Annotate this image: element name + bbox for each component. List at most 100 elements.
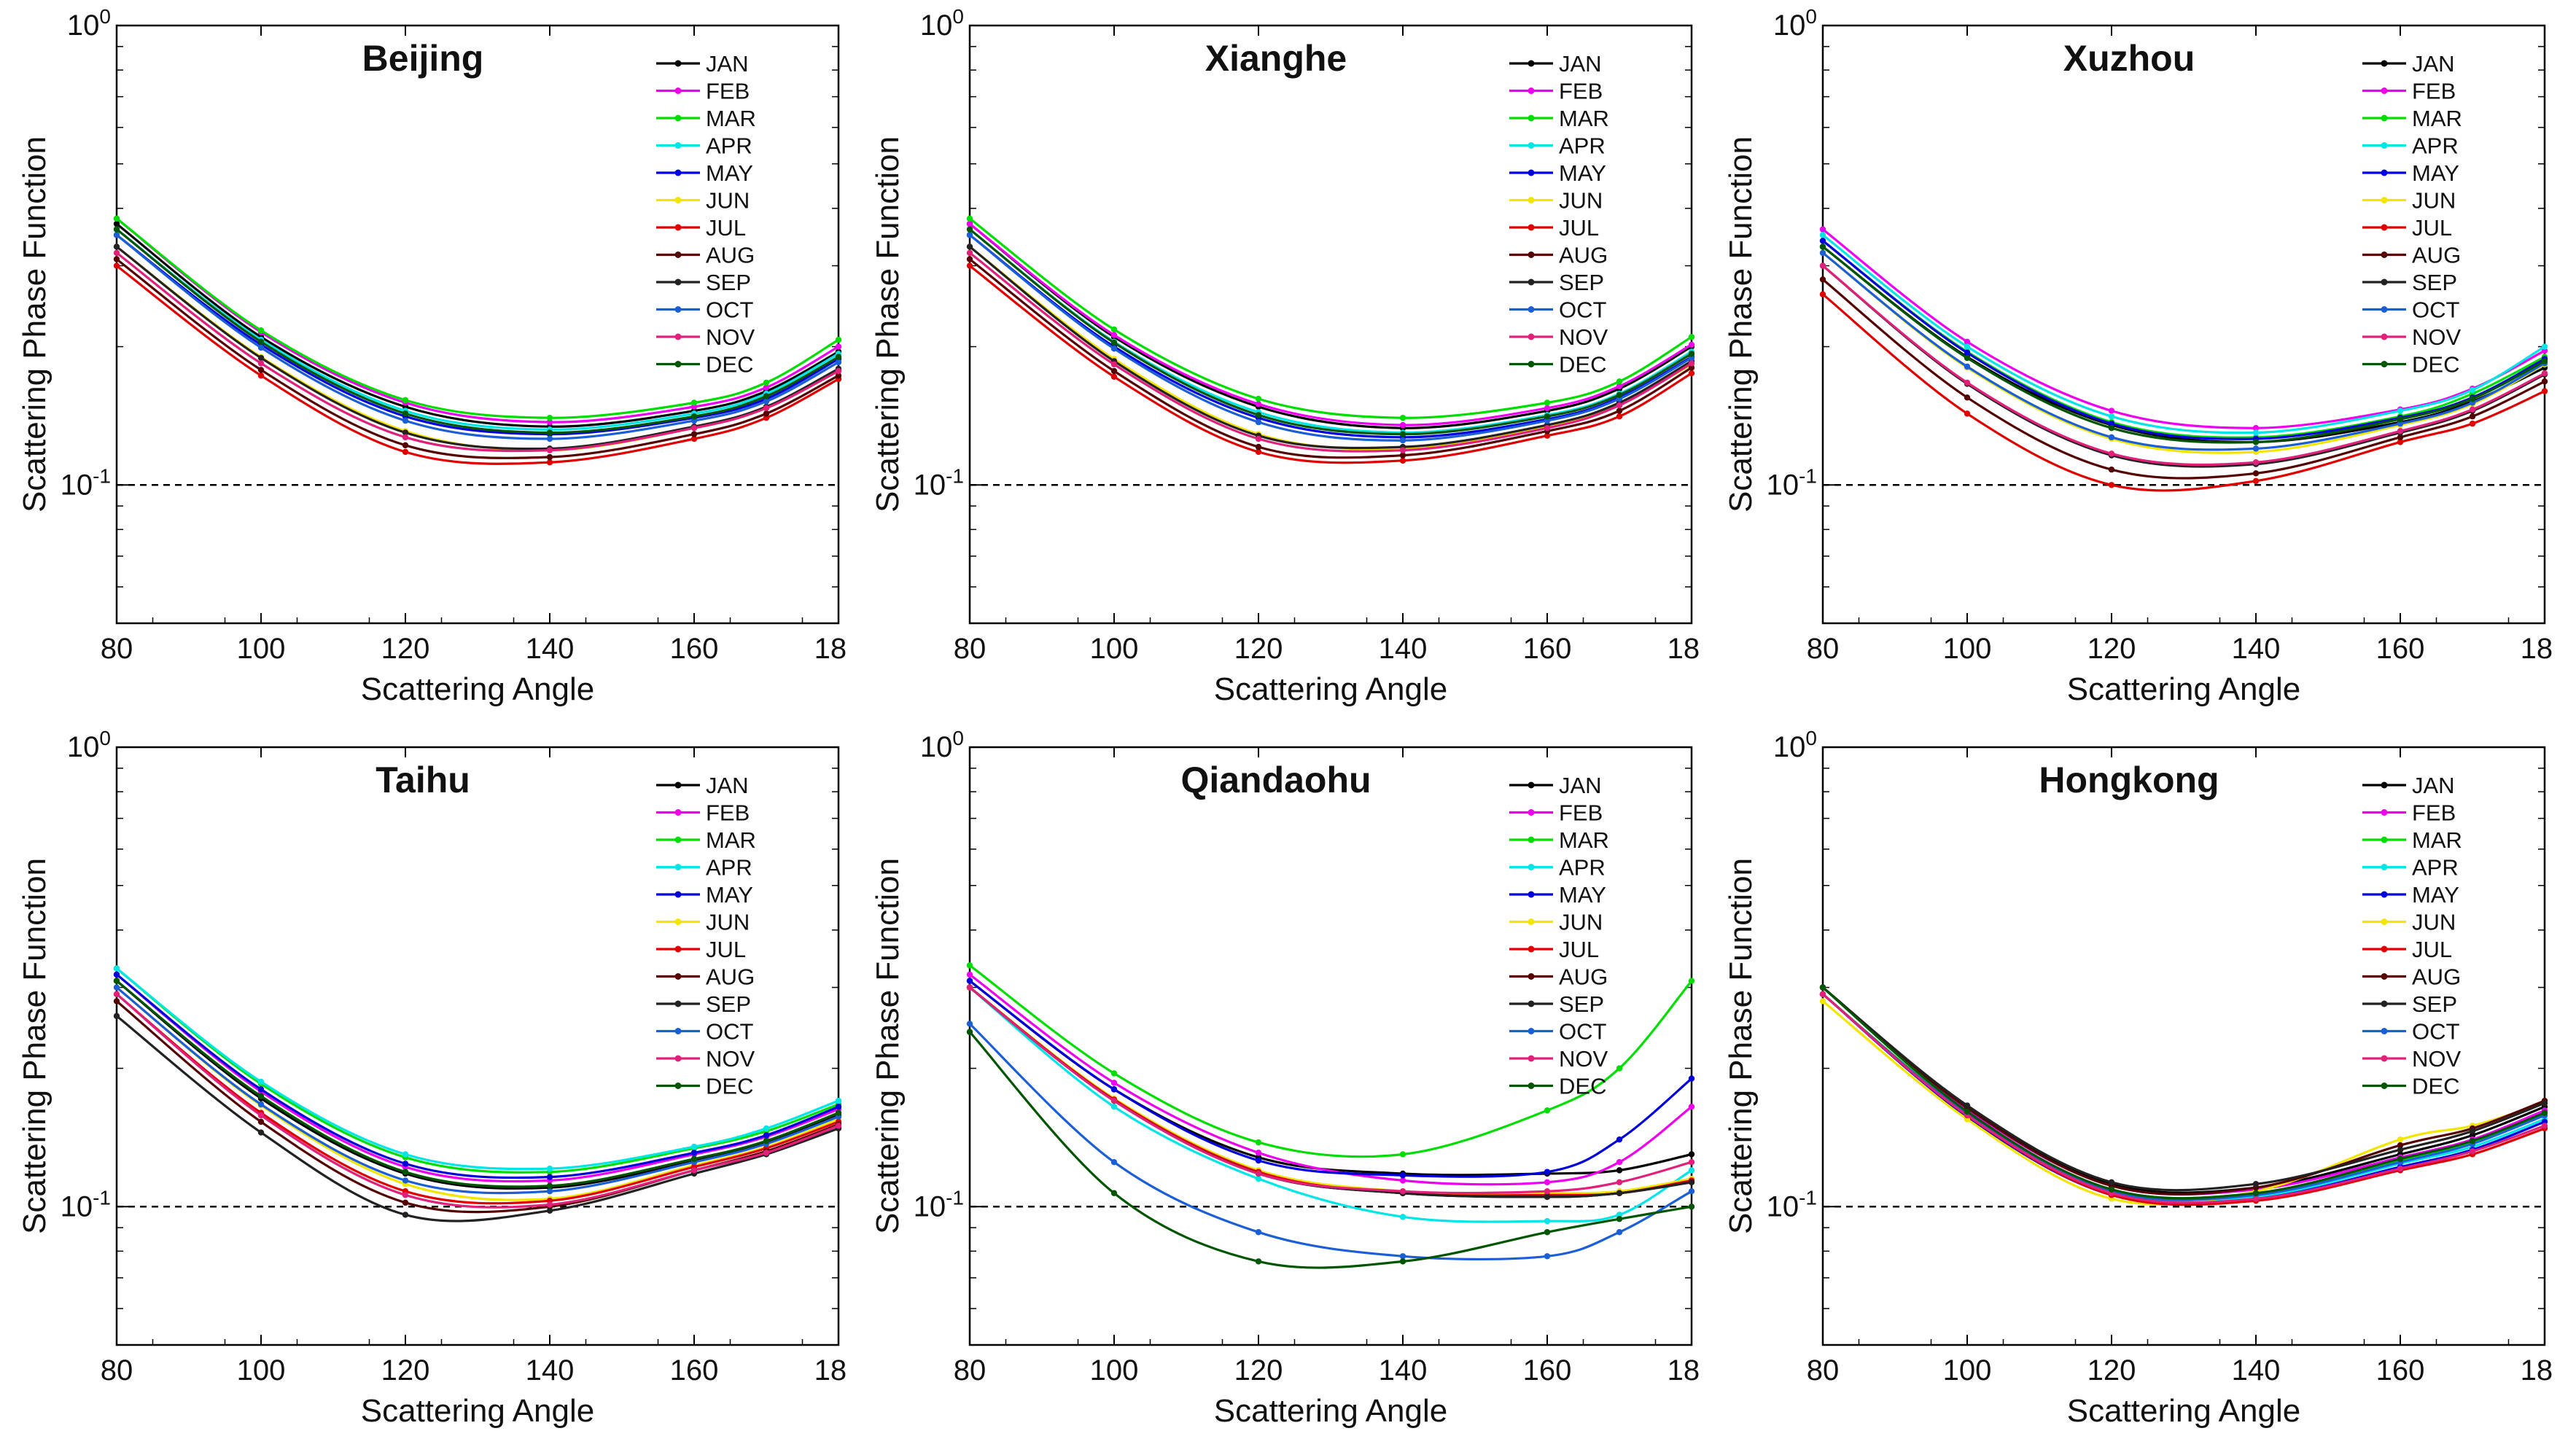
- data-point: [1544, 1253, 1551, 1260]
- x-tick-label: 100: [1943, 1354, 1992, 1386]
- legend-label: OCT: [706, 297, 754, 323]
- data-point: [1255, 412, 1262, 418]
- data-point: [1964, 343, 1971, 350]
- legend-label: JUN: [706, 188, 750, 214]
- data-point: [1255, 1175, 1262, 1182]
- data-point: [1688, 1179, 1695, 1186]
- data-point: [763, 1137, 770, 1144]
- data-point: [113, 971, 120, 978]
- legend-marker: [674, 891, 682, 898]
- data-point: [1110, 1190, 1118, 1196]
- legend-label: MAR: [2412, 827, 2462, 853]
- data-point: [257, 1093, 265, 1099]
- x-axis-label: Scattering Angle: [1214, 671, 1447, 707]
- data-point: [835, 1123, 842, 1129]
- legend-label: MAR: [2412, 106, 2462, 131]
- data-point: [1688, 364, 1695, 371]
- legend-label: JUL: [706, 937, 746, 962]
- series-line-may: [969, 234, 1692, 439]
- data-point: [1110, 1070, 1118, 1077]
- legend-marker: [674, 836, 682, 843]
- series-line-nov: [969, 986, 1692, 1195]
- legend-label: SEP: [1559, 991, 1604, 1017]
- legend-label: OCT: [1559, 1019, 1607, 1045]
- data-point: [402, 1151, 409, 1158]
- data-point: [835, 1109, 842, 1116]
- legend-label: OCT: [2412, 1019, 2460, 1045]
- legend-marker: [674, 169, 682, 176]
- legend-marker: [1528, 1028, 1535, 1034]
- data-point: [1255, 448, 1262, 456]
- data-point: [1544, 413, 1551, 420]
- legend-marker: [2381, 361, 2388, 367]
- series-line-mar: [116, 217, 839, 419]
- data-point: [1688, 978, 1695, 984]
- data-point: [966, 215, 973, 222]
- data-point: [113, 965, 120, 972]
- legend-marker: [2381, 836, 2388, 843]
- legend-marker: [1528, 891, 1535, 898]
- data-point: [2108, 1186, 2115, 1193]
- data-point: [546, 414, 553, 421]
- data-point: [1255, 1150, 1262, 1156]
- data-point: [690, 413, 698, 420]
- legend-label: DEC: [706, 1074, 753, 1099]
- x-tick-label: 140: [526, 633, 575, 665]
- data-point: [966, 262, 973, 269]
- legend-marker: [2381, 1000, 2388, 1007]
- data-point: [1255, 395, 1262, 402]
- data-point: [546, 1182, 553, 1189]
- data-point: [1616, 383, 1623, 390]
- x-tick-label: 120: [381, 1354, 430, 1386]
- y-axis-label: Scattering Phase Function: [1723, 858, 1759, 1234]
- legend-marker: [674, 1000, 682, 1007]
- legend-label: APR: [706, 133, 752, 159]
- legend-marker: [674, 333, 682, 340]
- legend-label: JUN: [1559, 188, 1603, 214]
- series-line-nov: [1821, 993, 2545, 1204]
- data-point: [966, 226, 973, 233]
- data-point: [257, 1112, 265, 1119]
- legend-marker: [1528, 361, 1535, 367]
- legend-marker: [2381, 809, 2388, 816]
- data-point: [763, 1132, 770, 1139]
- axes-frame: [115, 24, 840, 625]
- data-point: [835, 343, 842, 350]
- data-point: [1110, 346, 1118, 352]
- data-point: [2397, 1165, 2404, 1172]
- series-line-feb: [1822, 228, 2545, 429]
- panel-title: Taihu: [375, 760, 470, 800]
- legend-marker: [1528, 781, 1535, 789]
- y-tick-label: 10-1: [61, 1186, 111, 1222]
- y-tick-label: 100: [67, 727, 111, 763]
- data-point: [2397, 439, 2404, 445]
- y-tick-label: 10-1: [914, 1186, 964, 1222]
- legend-label: MAR: [1559, 106, 1609, 131]
- data-point: [690, 1143, 698, 1150]
- legend-marker: [2381, 1028, 2388, 1034]
- data-point: [2397, 428, 2404, 434]
- data-point: [1399, 457, 1406, 464]
- legend-label: AUG: [1559, 243, 1608, 268]
- data-point: [1255, 1258, 1262, 1265]
- data-point: [1110, 326, 1118, 333]
- data-point: [2108, 482, 2115, 488]
- data-point: [1544, 1229, 1551, 1236]
- data-point: [1399, 1177, 1406, 1184]
- axes-frame: [968, 746, 1693, 1346]
- chart-panel-taihu: 80 100 120 140 160 180 100 10-1 Scattering Angle…: [17, 727, 846, 1429]
- legend-label: AUG: [706, 964, 755, 990]
- legend-marker: [674, 197, 682, 203]
- x-tick-label: 100: [1943, 633, 1992, 665]
- legend-label: SEP: [2412, 991, 2457, 1017]
- data-point: [966, 962, 973, 969]
- legend-marker: [2381, 781, 2388, 789]
- legend-label: JAN: [706, 51, 749, 77]
- legend-marker: [2381, 864, 2388, 870]
- series-line-nov: [969, 251, 1692, 453]
- x-tick-label: 100: [1090, 633, 1139, 665]
- data-point: [2541, 1100, 2548, 1107]
- plot-area: [1819, 984, 2548, 1206]
- data-point: [1399, 1172, 1406, 1179]
